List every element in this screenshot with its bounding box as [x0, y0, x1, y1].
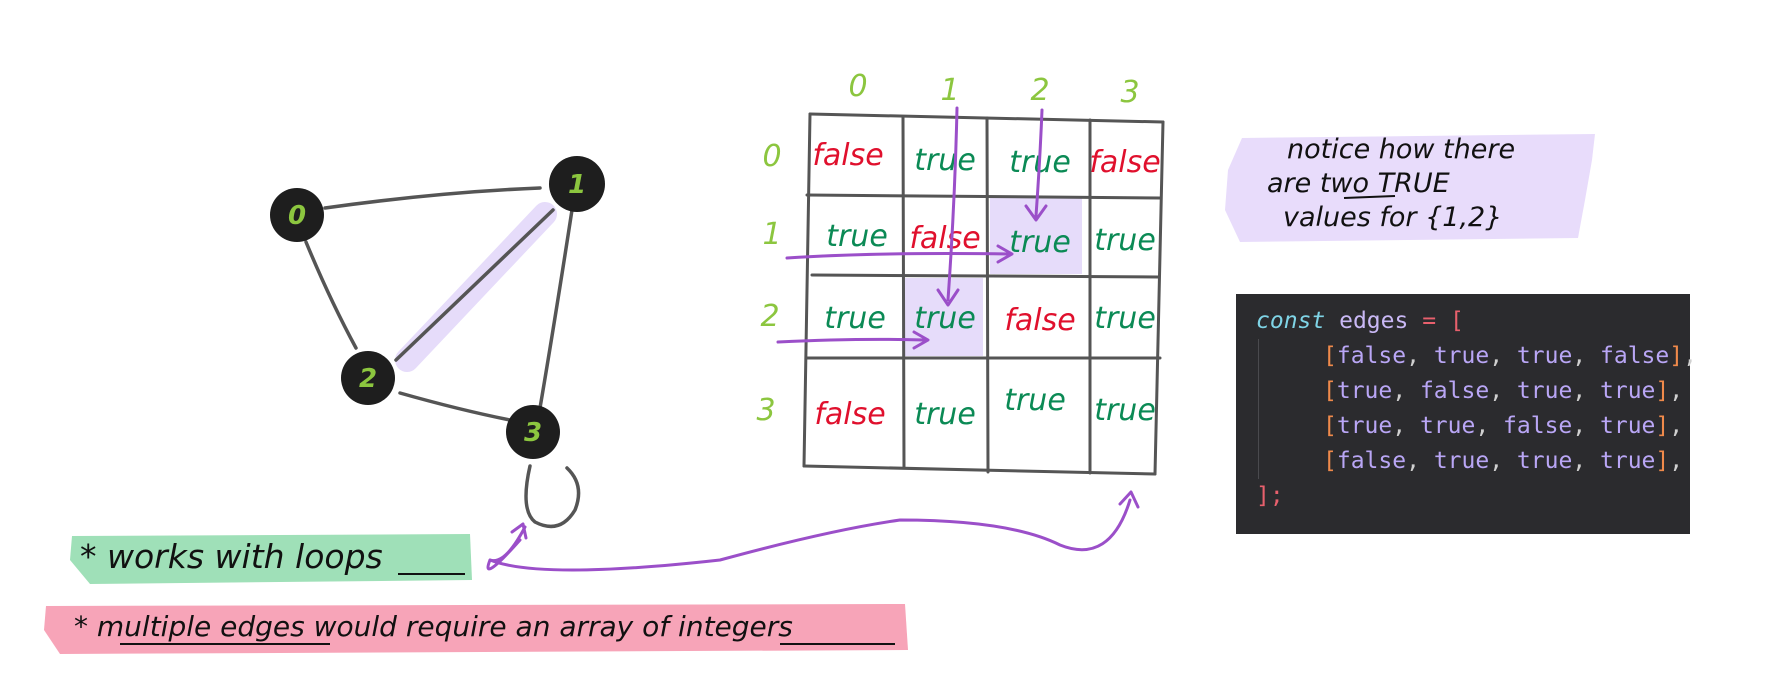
code-token: true	[1336, 413, 1393, 439]
matrix-cell: true	[914, 397, 976, 432]
underline-two	[1343, 195, 1396, 199]
arrow-head	[912, 330, 930, 350]
code-row: [false, true, true, false],	[1256, 339, 1697, 374]
column-label: 3	[1120, 75, 1139, 110]
matrix-cell: false	[909, 221, 980, 256]
code-token: true	[1600, 448, 1656, 474]
graph-nodes: 0 1 2 3	[270, 156, 605, 459]
code-token: true	[1600, 413, 1656, 439]
matrix-row-labels: 0 1 2 3	[756, 139, 781, 428]
matrix-cell: false	[812, 138, 883, 173]
loops-note: * works with loops	[70, 534, 472, 584]
code-token: false	[1336, 343, 1407, 369]
arrow-col-1	[946, 106, 959, 302]
graph-node-3: 3	[506, 405, 560, 459]
graph-node-1: 1	[549, 156, 605, 212]
note-background	[44, 604, 908, 654]
matrix-cell: true	[1009, 225, 1071, 260]
column-label: 1	[940, 73, 959, 108]
row-label: 2	[760, 299, 779, 334]
edge-3-3-loop	[524, 464, 581, 529]
arrow-row-2	[776, 337, 927, 344]
code-equals: =	[1422, 308, 1437, 334]
notice-line: are two TRUE	[1267, 168, 1450, 199]
notice-note: notice how there are two TRUE values for…	[1225, 134, 1595, 242]
node-label: 3	[524, 418, 542, 448]
matrix-cell: false	[1089, 145, 1160, 180]
code-token: true	[1433, 343, 1490, 369]
code-panel: const edges = [ [false, true, true, fals…	[1236, 294, 1697, 534]
matrix-cell: true	[824, 301, 886, 336]
code-token: true	[1516, 378, 1573, 404]
note-background	[1225, 134, 1595, 242]
node-label: 2	[359, 364, 377, 394]
loop-arrows	[486, 490, 1140, 572]
matrix-cells: false true true false true false true tr…	[812, 138, 1160, 432]
matrix-cell: true	[914, 143, 976, 178]
graph-edges	[304, 186, 581, 529]
code-row: [true, true, false, true],	[1256, 409, 1690, 444]
code-token: true	[1433, 448, 1490, 474]
graph-node-0: 0	[270, 188, 324, 242]
edge-1-3	[538, 208, 574, 410]
column-label: 0	[848, 69, 867, 104]
row-label: 0	[762, 139, 781, 174]
code-keyword: const	[1256, 308, 1326, 334]
code-token: true	[1516, 448, 1573, 474]
multiple-edges-note: * multiple edges would require an array …	[44, 604, 908, 654]
matrix-cell: true	[1094, 301, 1156, 336]
multiple-edges-text: * multiple edges would require an array …	[74, 610, 793, 643]
column-label: 2	[1030, 73, 1049, 108]
matrix-cell: true	[914, 301, 976, 336]
code-variable: edges	[1339, 308, 1409, 334]
node-label: 0	[288, 201, 306, 231]
arrow-head	[936, 288, 960, 307]
code-line-close: ];	[1256, 479, 1690, 514]
code-token: false	[1600, 343, 1670, 369]
matrix-grid	[802, 112, 1165, 476]
note-background	[70, 534, 472, 584]
arrow-head	[996, 244, 1014, 264]
code-row: [true, false, true, true],	[1256, 374, 1690, 409]
code-token: true	[1419, 413, 1476, 439]
notice-line: values for {1,2}	[1283, 202, 1502, 233]
code-token: true	[1516, 343, 1573, 369]
code-line-declaration: const edges = [	[1256, 304, 1690, 339]
edge-0-2	[304, 240, 358, 350]
code-token: false	[1336, 448, 1407, 474]
notice-line: notice how there	[1287, 134, 1515, 165]
matrix-highlight-cell-2-1	[905, 278, 983, 356]
code-token: true	[1336, 378, 1393, 404]
row-label: 3	[756, 393, 775, 428]
matrix-cell: false	[1004, 303, 1075, 338]
matrix-cell: true	[1004, 383, 1066, 418]
row-label: 1	[762, 217, 781, 252]
arrow-row-1	[785, 252, 1012, 260]
arrow-head	[1024, 204, 1048, 222]
arrow-head	[510, 522, 528, 540]
code-token: false	[1419, 378, 1490, 404]
edge-2-3	[398, 391, 512, 422]
graph-node-2: 2	[341, 351, 395, 405]
node-label: 1	[568, 170, 586, 200]
arrow-to-matrix	[488, 498, 1132, 572]
loops-text: * works with loops	[80, 537, 383, 576]
matrix-column-labels: 0 1 2 3	[848, 69, 1139, 110]
arrow-head	[1118, 490, 1140, 509]
edge-1-2	[394, 208, 555, 362]
code-close: ];	[1256, 483, 1284, 509]
matrix-cell: true	[1094, 223, 1156, 258]
matrix-cell: true	[1094, 393, 1156, 428]
code-token: false	[1503, 413, 1573, 439]
code-token: true	[1600, 378, 1656, 404]
arrow-col-2	[1034, 108, 1044, 218]
edge-0-1	[323, 186, 542, 210]
matrix-cell: true	[826, 219, 888, 254]
code-row: [false, true, true, true],	[1256, 444, 1690, 479]
code-open-bracket: [	[1449, 308, 1464, 334]
matrix-cell: false	[814, 397, 885, 432]
matrix-arrows	[776, 106, 1048, 350]
